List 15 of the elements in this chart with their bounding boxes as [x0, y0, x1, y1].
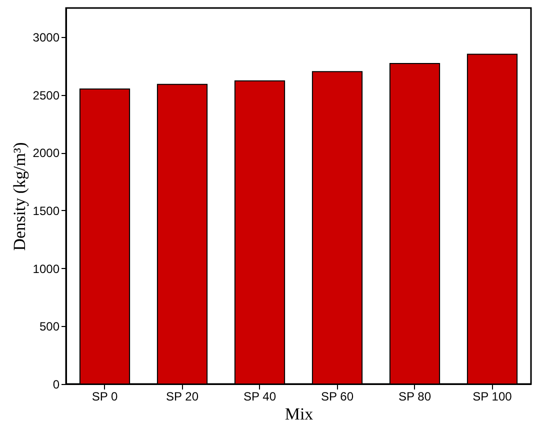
x-tick-label: SP 80	[398, 390, 432, 404]
x-tick-label: SP 20	[166, 390, 199, 404]
y-tick-label: 3000	[32, 30, 60, 44]
y-tick-label: 0	[52, 378, 60, 392]
y-tick-label: 1000	[32, 262, 60, 276]
y-tick-label: 2000	[32, 146, 60, 160]
y-axis-title: Density (kg/m³)	[10, 142, 29, 251]
x-tick-label: SP 100	[472, 390, 512, 404]
y-tick-label: 1500	[32, 204, 60, 218]
x-tick-label: SP 40	[244, 390, 276, 404]
x-tick-label: SP 0	[92, 390, 118, 404]
y-tick-label: 2500	[32, 88, 60, 102]
y-tick-label: 500	[39, 320, 60, 334]
x-tick-label: SP 60	[321, 390, 354, 404]
x-axis-title: Mix	[284, 404, 314, 424]
